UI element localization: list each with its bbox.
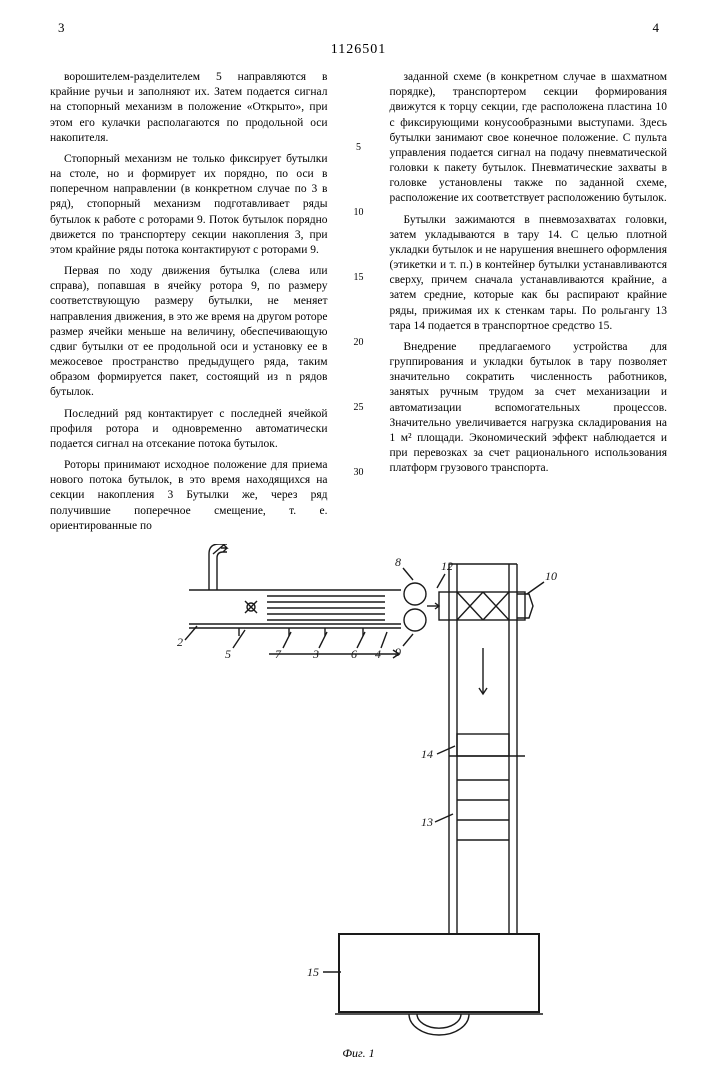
ln: 20 [354, 337, 364, 348]
fig-label-10: 10 [545, 569, 557, 583]
fig-label-9: 9 [395, 645, 401, 659]
fig-label-7: 7 [275, 647, 282, 661]
column-right: заданной схеме (в конкретном случае в ша… [390, 70, 668, 540]
page-numbers: 3 4 [50, 20, 667, 36]
para: Бутылки зажимаются в пневмозахватах голо… [390, 213, 668, 334]
para: Последний ряд контактирует с последней я… [50, 407, 328, 453]
fig-label-2: 2 [177, 635, 183, 649]
line-numbers: 5 10 15 20 25 30 [352, 70, 366, 540]
ln: 10 [354, 207, 364, 218]
fig-label-8: 8 [395, 555, 401, 569]
figure-1: 1 2 3 4 5 6 7 8 9 10 12 13 14 15 Фиг. 1 [50, 544, 667, 1061]
figure-svg: 1 2 3 4 5 6 7 8 9 10 12 13 14 15 [149, 544, 569, 1044]
para: Роторы принимают исходное положение для … [50, 458, 328, 534]
column-left: ворошителем-разделителем 5 направляются … [50, 70, 328, 540]
fig-label-15: 15 [307, 965, 319, 979]
para: Первая по ходу движения бутылка (слева и… [50, 264, 328, 401]
patent-page: 3 4 1126501 ворошителем-разделителем 5 н… [0, 0, 707, 1071]
page-right: 4 [653, 20, 660, 36]
ln: 15 [354, 272, 364, 283]
page-left: 3 [58, 20, 65, 36]
para: Стопорный механизм не только фиксирует б… [50, 152, 328, 258]
fig-label-6: 6 [351, 647, 357, 661]
fig-label-5: 5 [225, 647, 231, 661]
fig-label-1: 1 [229, 544, 235, 545]
ln: 5 [356, 142, 361, 153]
patent-number: 1126501 [50, 42, 667, 58]
fig-label-13: 13 [421, 815, 433, 829]
para: ворошителем-разделителем 5 направляются … [50, 70, 328, 146]
ln: 25 [354, 402, 364, 413]
fig-label-4: 4 [375, 647, 381, 661]
figure-caption: Фиг. 1 [50, 1046, 667, 1061]
para: заданной схеме (в конкретном случае в ша… [390, 70, 668, 207]
para: Внедрение предлагаемого устройства для г… [390, 340, 668, 477]
fig-label-3: 3 [312, 647, 319, 661]
text-columns: ворошителем-разделителем 5 направляются … [50, 70, 667, 540]
fig-label-14: 14 [421, 747, 433, 761]
fig-label-12: 12 [441, 559, 453, 573]
ln: 30 [354, 467, 364, 478]
